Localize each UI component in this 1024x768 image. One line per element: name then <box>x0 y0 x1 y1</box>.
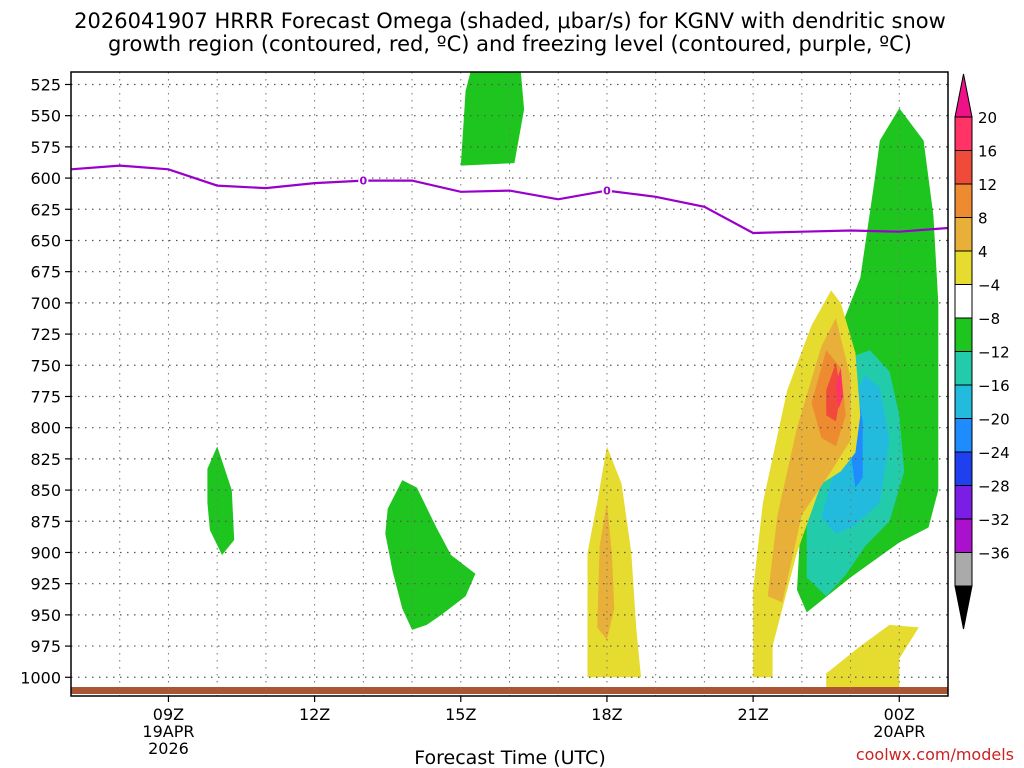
y-tick-label: 925 <box>30 575 61 594</box>
colorbar-swatch <box>954 418 973 453</box>
y-tick-label: 800 <box>30 419 61 438</box>
freezing-level-label: 0 <box>603 185 611 198</box>
x-tick-label: 12Z <box>299 705 330 724</box>
x-tick-label: 00Z <box>884 705 915 724</box>
colorbar-label: 8 <box>978 210 988 228</box>
x-tick-label: 15Z <box>445 705 476 724</box>
credit-text: coolwx.com/models <box>856 745 1014 764</box>
y-tick-label: 725 <box>30 325 61 344</box>
omega-region-1 <box>207 446 235 555</box>
y-tick-label: 675 <box>30 263 61 282</box>
omega-region-13 <box>826 362 841 422</box>
colorbar-swatch <box>954 485 973 520</box>
colorbar-label: −28 <box>978 478 1010 496</box>
colorbar-label: 12 <box>978 176 997 194</box>
surface-strip <box>71 687 948 694</box>
colorbar-label: −16 <box>978 377 1010 395</box>
plot-frame <box>70 71 949 697</box>
omega-region-9 <box>826 624 919 690</box>
colorbar-top-arrow <box>954 73 973 118</box>
y-tick-label: 950 <box>30 606 61 625</box>
freezing-label-bg <box>358 173 369 187</box>
colorbar-swatch <box>954 552 973 587</box>
colorbar-swatch <box>954 284 973 319</box>
colorbar: 20 16 12 8 4 −4 −8 −12 −16 −20 −24 −28 −32 −36 <box>954 73 1010 630</box>
y-tick-label: 525 <box>30 75 61 94</box>
x-tick-label: 09Z <box>153 705 184 724</box>
x-tick-year: 2026 <box>148 739 189 758</box>
colorbar-label: −12 <box>978 344 1010 362</box>
colorbar-swatch <box>954 518 973 553</box>
freezing-level-label: 0 <box>360 175 368 188</box>
colorbar-swatch <box>954 217 973 252</box>
freezing-level-line <box>70 164 949 235</box>
chart-title-line1: 2026041907 HRRR Forecast Omega (shaded, … <box>74 9 946 33</box>
colorbar-label: −4 <box>978 277 1000 295</box>
colorbar-label: −36 <box>978 545 1010 563</box>
x-tick-label: 18Z <box>591 705 622 724</box>
freezing-level: 00 <box>70 164 949 235</box>
y-tick-label: 550 <box>30 107 61 126</box>
y-tick-label: 600 <box>30 169 61 188</box>
colorbar-label: −24 <box>978 444 1010 462</box>
omega-region-0 <box>460 72 525 166</box>
x-tick-date: 19APR <box>142 722 194 741</box>
colorbar-label: −8 <box>978 310 1000 328</box>
freezing-label-bg <box>601 183 612 197</box>
colorbar-swatch <box>954 351 973 386</box>
y-tick-label: 775 <box>30 387 61 406</box>
colorbar-swatch <box>954 183 973 218</box>
y-tick-label: 825 <box>30 450 61 469</box>
x-axis-label: Forecast Time (UTC) <box>414 747 605 768</box>
colorbar-label: −20 <box>978 411 1010 429</box>
omega-region-11 <box>597 502 615 640</box>
colorbar-swatch <box>954 317 973 352</box>
y-axis: 525 550 575 600 625 650 675 700 725 750 775 800 825 8… <box>20 75 71 687</box>
y-tick-label: 700 <box>30 294 61 313</box>
x-tick-date: 20APR <box>873 722 925 741</box>
colorbar-label: 20 <box>978 109 997 127</box>
colorbar-label: −32 <box>978 511 1010 529</box>
y-tick-label: 1000 <box>20 668 61 687</box>
colorbar-swatch <box>954 250 973 285</box>
colorbar-label: 16 <box>978 143 997 161</box>
y-tick-label: 575 <box>30 138 61 157</box>
x-tick-label: 21Z <box>737 705 768 724</box>
y-tick-label: 900 <box>30 543 61 562</box>
chart-title-line2: growth region (contoured, red, ºC) and f… <box>108 32 912 56</box>
y-tick-label: 750 <box>30 356 61 375</box>
omega-region-2 <box>385 480 476 630</box>
omega-region-14 <box>835 367 844 409</box>
colorbar-swatch <box>954 451 973 486</box>
colorbar-bottom-arrow <box>954 585 973 630</box>
colorbar-swatch <box>954 116 973 151</box>
y-tick-label: 875 <box>30 512 61 531</box>
y-tick-label: 650 <box>30 231 61 250</box>
y-tick-label: 850 <box>30 481 61 500</box>
y-tick-label: 625 <box>30 200 61 219</box>
colorbar-label: 4 <box>978 243 988 261</box>
omega-shading <box>207 72 939 690</box>
colorbar-swatch <box>954 150 973 185</box>
colorbar-swatch <box>954 384 973 419</box>
y-tick-label: 975 <box>30 637 61 656</box>
